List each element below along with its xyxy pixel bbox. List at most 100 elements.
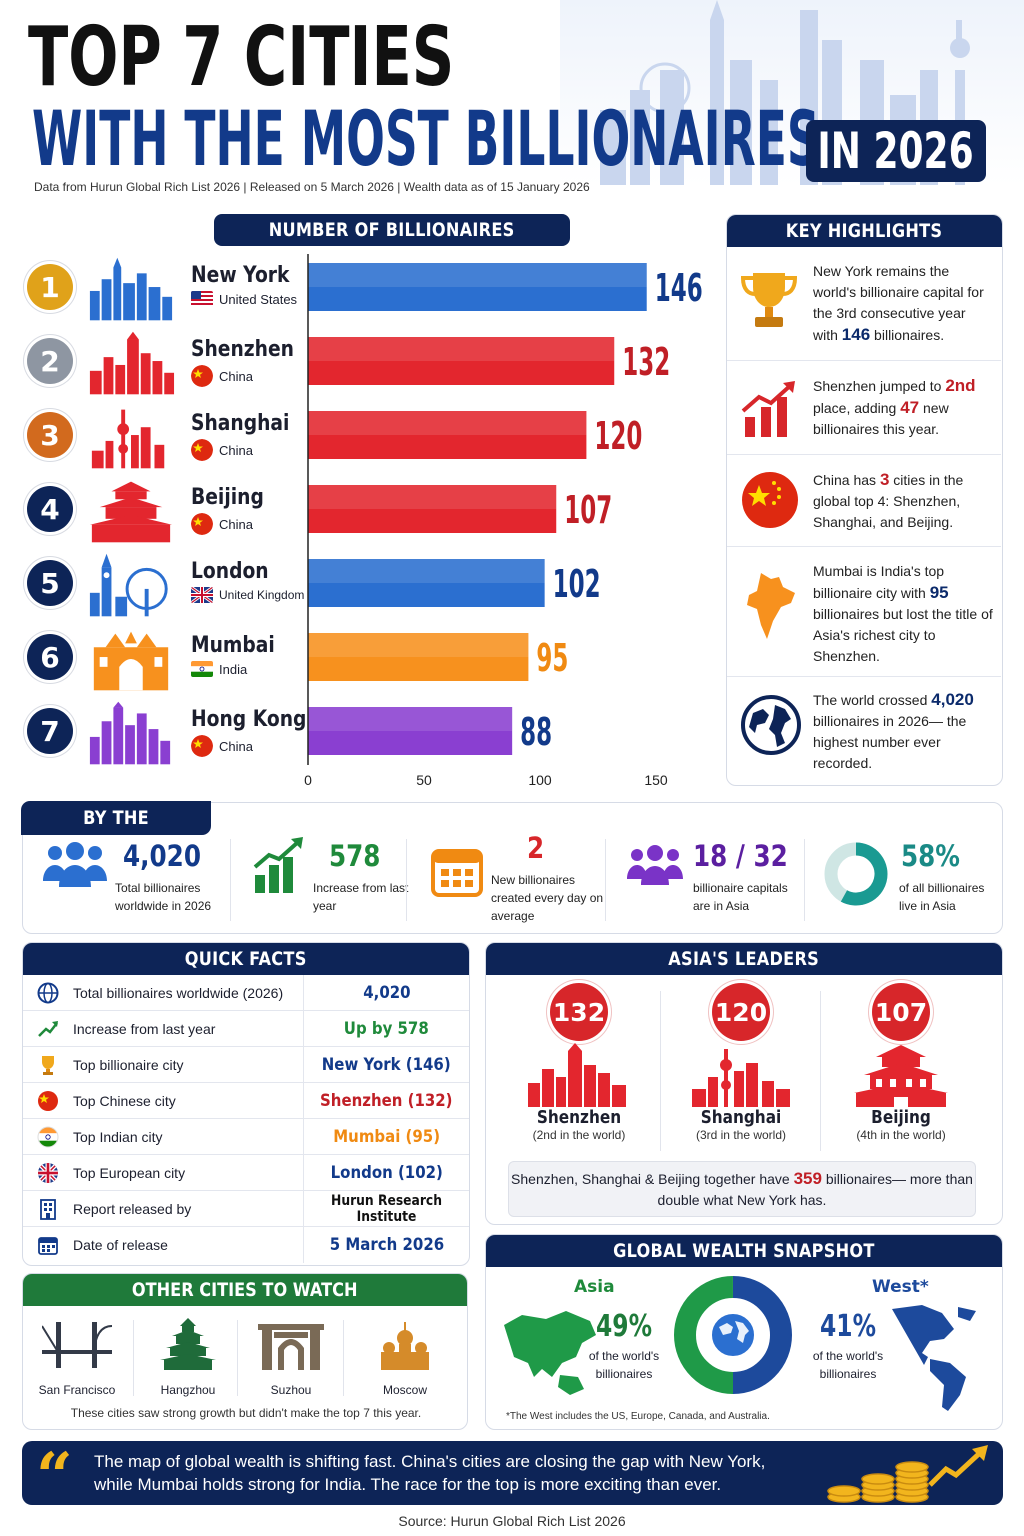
year-badge-label: IN 2026 [817, 122, 975, 180]
donut-icon [824, 842, 888, 906]
other-cities-note: These cities saw strong growth but didn'… [70, 1406, 422, 1420]
highlight-item: Mumbai is India's top billionaire city w… [727, 547, 1001, 677]
india-map-icon [747, 573, 795, 639]
country-name: China [219, 516, 253, 532]
united-states-flag-icon [191, 291, 213, 307]
stat-divider [406, 839, 407, 921]
leader-city-name: Shenzhen [536, 1107, 622, 1128]
quick-fact-row: Top European city London (102) [23, 1155, 469, 1191]
other-city-divider [237, 1320, 238, 1396]
quick-fact-value: Mumbai (95) [303, 1119, 469, 1154]
city-name: New York [191, 263, 290, 288]
leader-city-name: Beijing [871, 1107, 931, 1128]
shenzhen-skyline-icon [528, 1043, 626, 1107]
china-flag-icon [742, 472, 798, 528]
quote-mark-icon: “ [36, 1441, 73, 1505]
shenzhen-skyline-icon [86, 331, 176, 400]
city-country: China [191, 735, 253, 757]
bar [308, 707, 513, 755]
quick-fact-row: Total billionaires worldwide (2026) 4,020 [23, 975, 469, 1011]
stat-value: 18 / 32 [693, 839, 788, 873]
globe-icon [741, 695, 801, 755]
trophy-icon [740, 273, 798, 327]
rank-badge: 6 [27, 634, 73, 680]
hangzhou-pagoda-icon [160, 1318, 216, 1370]
globe-icon [23, 982, 73, 1004]
leader-value-badge: 132 [550, 983, 608, 1041]
shanghai-skyline-icon [692, 1049, 790, 1107]
asia-label: Asia [574, 1277, 615, 1297]
x-tick-label: 0 [304, 772, 312, 788]
bar-highlight [308, 263, 647, 287]
quick-fact-value: Up by 578 [303, 1011, 469, 1046]
building-icon [23, 1198, 73, 1220]
americas-map-icon [892, 1305, 976, 1411]
country-name: China [219, 442, 253, 458]
rank-badge: 7 [27, 708, 73, 754]
bar-value-label: 132 [622, 340, 670, 384]
key-highlights-title: KEY HIGHLIGHTS [727, 215, 1002, 247]
leader-card: 132 Shenzhen (2nd in the world) [504, 983, 654, 1155]
stat-daily: 2 New billionaires created every day on … [429, 831, 609, 925]
other-city-divider [133, 1320, 134, 1396]
stat-value: 2 [527, 831, 545, 865]
chart-section-title: NUMBER OF BILLIONAIRES [214, 214, 570, 246]
city-country: China [191, 365, 253, 387]
page-subtitle: Data from Hurun Global Rich List 2026 | … [34, 180, 590, 194]
leader-city-note: (3rd in the world) [695, 1128, 787, 1142]
rank-badge: 4 [27, 486, 73, 532]
page-title-line2: WITH THE MOST BILLIONAIRES [32, 94, 820, 183]
quick-fact-row: Increase from last year Up by 578 [23, 1011, 469, 1047]
golden-gate-bridge-icon [41, 1322, 113, 1368]
asia-west-donut-chart [674, 1276, 792, 1394]
beijing-temple-icon [854, 1045, 948, 1107]
other-city: Moscow [345, 1318, 465, 1397]
bar-value-label: 146 [655, 266, 703, 310]
quick-fact-key: Total billionaires worldwide (2026) [73, 984, 284, 1001]
source-note: Source: Hurun Global Rich List 2026 [398, 1513, 626, 1529]
city-name: London [191, 559, 269, 584]
stat-asia-capitals: 18 / 32 billionaire capitals are in Asia [627, 833, 807, 925]
city-country: India [191, 661, 247, 677]
china-flag-icon [191, 365, 213, 387]
stat-label: of all billionaires live in Asia [899, 881, 985, 913]
donut-asia-segment [674, 1276, 734, 1394]
city-name: Mumbai [191, 633, 275, 658]
quick-fact-value: London (102) [303, 1155, 469, 1190]
by-the-numbers-panel: BY THE NUMBERS 4,020 Total billionaires … [21, 801, 1003, 934]
quick-fact-key: Increase from last year [73, 1020, 216, 1037]
country-name: China [219, 368, 253, 384]
by-the-numbers-title: BY THE NUMBERS [21, 801, 211, 863]
growth-chart-icon [741, 381, 795, 437]
other-city-name: Hangzhou [160, 1383, 216, 1397]
china-flag-icon [191, 439, 213, 461]
people-icon [43, 842, 107, 887]
quick-facts-panel: QUICK FACTS Total billionaires worldwide… [22, 942, 470, 1266]
other-city: Suzhou [239, 1318, 343, 1397]
quick-fact-value: Hurun Research Institute [303, 1191, 469, 1226]
bar-value-label: 95 [536, 636, 568, 680]
quick-fact-key: Top billionaire city [73, 1056, 184, 1073]
quick-fact-key: Top Chinese city [73, 1092, 176, 1109]
new-york-skyline-icon [86, 257, 176, 326]
city-country: United States [191, 291, 297, 307]
city-country: China [191, 513, 253, 535]
stat-divider [230, 839, 231, 921]
bar-highlight [308, 559, 545, 583]
china-flag-icon [191, 513, 213, 535]
country-name: United States [219, 291, 298, 307]
shanghai-tower-icon [86, 405, 176, 474]
bar [308, 559, 545, 607]
bar-highlight [308, 485, 557, 509]
leader-city-name: Shanghai [700, 1107, 782, 1128]
leader-divider [660, 991, 661, 1151]
stat-divider [804, 839, 805, 921]
city-name: Shenzhen [191, 337, 294, 362]
leader-card: 107 Beijing (4th in the world) [826, 983, 976, 1155]
country-name: India [219, 661, 248, 677]
x-tick-label: 100 [528, 772, 552, 788]
stat-label: Total billionaires worldwide in 2026 [115, 881, 212, 913]
rank-badge: 3 [27, 412, 73, 458]
country-name: China [219, 738, 253, 754]
growth-bars-icon [253, 837, 303, 893]
